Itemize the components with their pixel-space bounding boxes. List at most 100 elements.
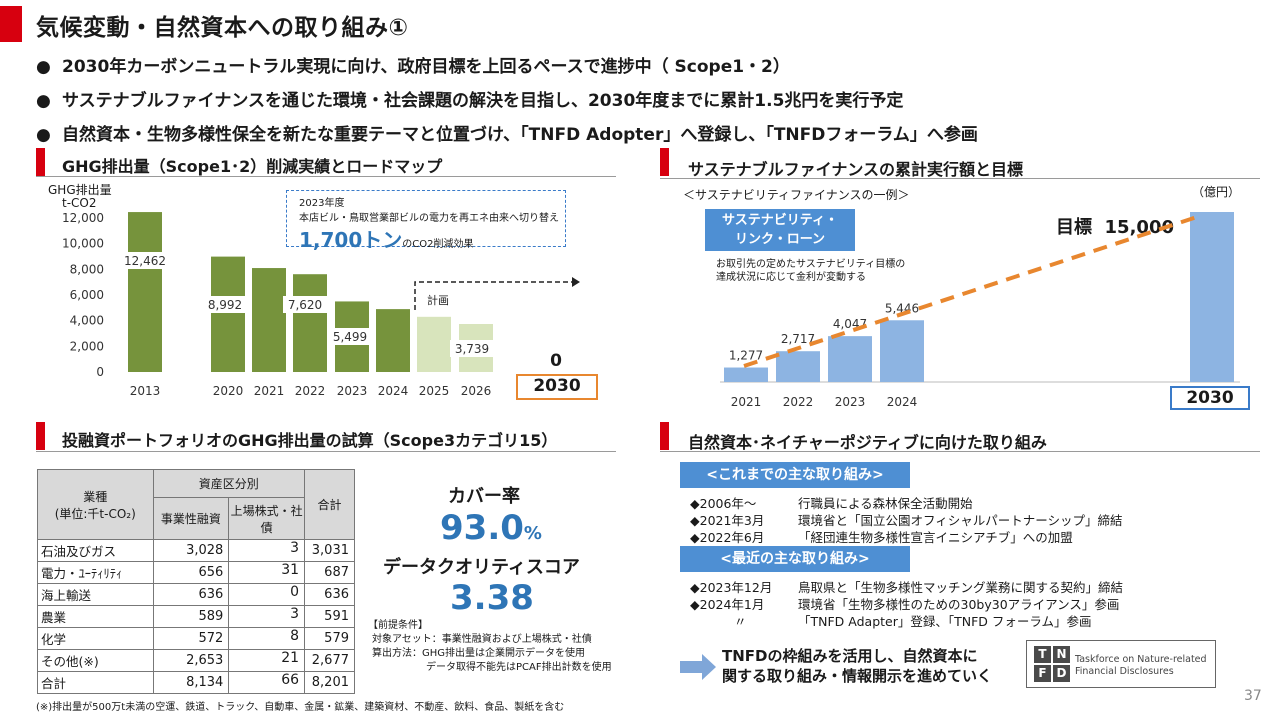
tnfd-message-line2: 関する取り組み・情報開示を進めていく (722, 667, 993, 685)
list-item: 〃 「TNFD Adapter」登録、「TNFD フォーラム」参画 (690, 611, 1123, 629)
item-date: ◆2021年3月 (690, 513, 765, 528)
conditions: 【前提条件】 対象アセット：事業性融資および上場株式・社債 算出方法：GHG排出… (368, 619, 612, 675)
list-item: ◆2006年～ 行職員による森林保全活動開始 (690, 493, 1123, 511)
header-listed: 上場株式・社債 (228, 497, 306, 540)
data-label: 12,462 (124, 254, 166, 268)
x-tick-label: 2025 (419, 384, 450, 398)
data-label: 5,446 (885, 301, 919, 315)
header-business: 事業性融資 (152, 497, 230, 540)
item-date: ◆2024年1月 (690, 597, 765, 612)
ghg-unit-label: GHG排出量 (48, 183, 112, 197)
header-asset: 資産区分別 (152, 469, 306, 498)
recent-header: <最近の主な取り組み> (680, 546, 910, 572)
bullet-dot-icon: ● (36, 57, 51, 77)
ghg-section-line (36, 176, 616, 177)
cond-3: データ取得不能先はPCAF排出計数を使用 (426, 662, 612, 673)
page-number: 37 (1244, 688, 1262, 704)
tnfd-logo-grid: T N F D (1034, 646, 1070, 682)
portfolio-section-bar (36, 422, 45, 450)
sf-subtitle: ＜サステナビリティファイナンスの一例＞ (683, 188, 910, 202)
past-header: <これまでの主な取り組み> (680, 462, 910, 488)
sll-note-line2: 達成状況に応じて金利が変動する (716, 272, 866, 283)
sll-note-line1: お取引先の定めたサステナビリティ目標の (716, 259, 906, 270)
data-label: 7,620 (288, 298, 322, 312)
x-tick-label: 2023 (835, 395, 866, 409)
data-label: 2,717 (781, 332, 815, 346)
bullet-text: 自然資本・生物多様性保全を新たな重要テーマと位置づけ、「TNFD Adopter… (62, 125, 978, 145)
y-tick-label: 0 (96, 365, 104, 379)
bullet-3: ● 自然資本・生物多様性保全を新たな重要テーマと位置づけ、「TNFD Adopte… (36, 120, 978, 145)
table-row: 電力・ﾕｰﾃｨﾘﾃｨ 656 31 687 (37, 561, 355, 584)
list-item: ◆2023年12月 鳥取県と「生物多様性マッチング業務に関する契約」締結 (690, 577, 1123, 595)
row-name: 石油及びガス (37, 539, 154, 562)
portfolio-section-title: 投融資ポートフォリオのGHG排出量の試算（Scope3カテゴリ15） (62, 431, 558, 450)
table-row: 化学 572 8 579 (37, 627, 355, 650)
bullet-1: ● 2030年カーボンニュートラル実現に向け、政府目標を上回るペースで進捗中（ S… (36, 52, 790, 77)
footnote: (※)排出量が500万t未満の空運、鉄道、トラック、自動車、金属・鉱業、建築資材… (36, 702, 565, 713)
bullet-dot-icon: ● (36, 125, 51, 145)
nature-section-line (660, 451, 1260, 452)
y-tick-label: 12,000 (62, 211, 104, 225)
tnfd-message-line1: TNFDの枠組みを活用し、自然資本に (722, 647, 978, 665)
plan-arrow-line (414, 281, 572, 310)
y-tick-label: 4,000 (70, 314, 104, 328)
row-name: その他(※) (37, 649, 154, 672)
row-total: 579 (304, 627, 355, 650)
callout-desc: 本店ビル・鳥取営業部ビルの電力を再エネ由来へ切り替え (299, 213, 559, 224)
row-business: 572 (152, 627, 230, 650)
portfolio-table: 業種 (単位:千t-CO₂) 資産区分別 合計 事業性融資 上場株式・社債 石油及… (37, 469, 355, 694)
x-tick-label: 2013 (130, 384, 161, 398)
header-industry: 業種 (単位:千t-CO₂) (37, 469, 154, 540)
x-tick-label: 2020 (213, 384, 244, 398)
past-list: ◆2006年～ 行職員による森林保全活動開始 ◆2021年3月 環境省と「国立公園オフ… (690, 493, 1123, 545)
sll-badge: サステナビリティ・ リンク・ローン (705, 209, 855, 251)
logo-text: Taskforce on Nature-related Financial Di… (1075, 654, 1207, 678)
x-tick-label: 2026 (461, 384, 492, 398)
cond-2: 算出方法：GHG排出量は企業開示データを使用 (372, 648, 586, 659)
bar (376, 309, 410, 372)
table-row: 石油及びガス 3,028 3 3,031 (37, 539, 355, 562)
data-label-bg (328, 328, 372, 345)
row-total: 8,201 (304, 671, 355, 694)
table-row: その他(※) 2,653 21 2,677 (37, 649, 355, 672)
cond-title: 【前提条件】 (368, 620, 428, 631)
ghg-section-title: GHG排出量（Scope1･2）削減実績とロードマップ (62, 157, 443, 176)
list-item: ◆2021年3月 環境省と「国立公園オフィシャルパートナーシップ」締結 (690, 510, 1123, 528)
dq-value: 3.38 (450, 578, 534, 618)
bullet-text: サステナブルファイナンスを通じた環境・社会課題の解決を目指し、2030年度までに… (62, 91, 904, 111)
row-name: 海上輸送 (37, 583, 154, 606)
bar (293, 274, 327, 372)
row-business: 8,134 (152, 671, 230, 694)
row-listed: 0 (228, 583, 306, 606)
ghg-section-bar (36, 148, 45, 176)
row-listed: 8 (228, 627, 306, 650)
item-text: 「TNFD Adapter」登録、「TNFD フォーラム」参画 (798, 614, 1092, 629)
row-total: 3,031 (304, 539, 355, 562)
item-text: 「経団連生物多様性宣言イニシアチブ」への加盟 (798, 530, 1073, 545)
bar (252, 268, 286, 372)
table-row: 農業 589 3 591 (37, 605, 355, 628)
row-listed: 31 (228, 561, 306, 584)
row-business: 3,028 (152, 539, 230, 562)
tnfd-logo: T N F D Taskforce on Nature-related Fina… (1026, 640, 1216, 688)
bullet-text: 2030年カーボンニュートラル実現に向け、政府目標を上回るペースで進捗中（ Sc… (62, 57, 790, 77)
row-total: 636 (304, 583, 355, 606)
callout-year: 2023年度 (299, 198, 345, 209)
callout-big: 1,700トン (299, 228, 403, 252)
bar (724, 367, 768, 382)
row-listed: 66 (228, 671, 306, 694)
coverage-label: カバー率 (448, 486, 520, 507)
table-row: 海上輸送 636 0 636 (37, 583, 355, 606)
tnfd-message: TNFDの枠組みを活用し、自然資本に 関する取り組み・情報開示を進めていく (722, 646, 992, 686)
row-total: 591 (304, 605, 355, 628)
item-date: ◆2022年6月 (690, 530, 765, 545)
ghg-chart: 0 2,000 4,000 6,000 8,000 10,000 12,000 2013 202… (62, 211, 580, 398)
sf-section-bar (660, 148, 669, 176)
data-label: 3,739 (455, 342, 489, 356)
sf-unit: （億円） (1192, 185, 1241, 199)
coverage-value: 93.0% (440, 508, 542, 548)
y-tick-label: 2,000 (70, 339, 104, 353)
row-business: 2,653 (152, 649, 230, 672)
logo-letter: D (1053, 665, 1070, 682)
